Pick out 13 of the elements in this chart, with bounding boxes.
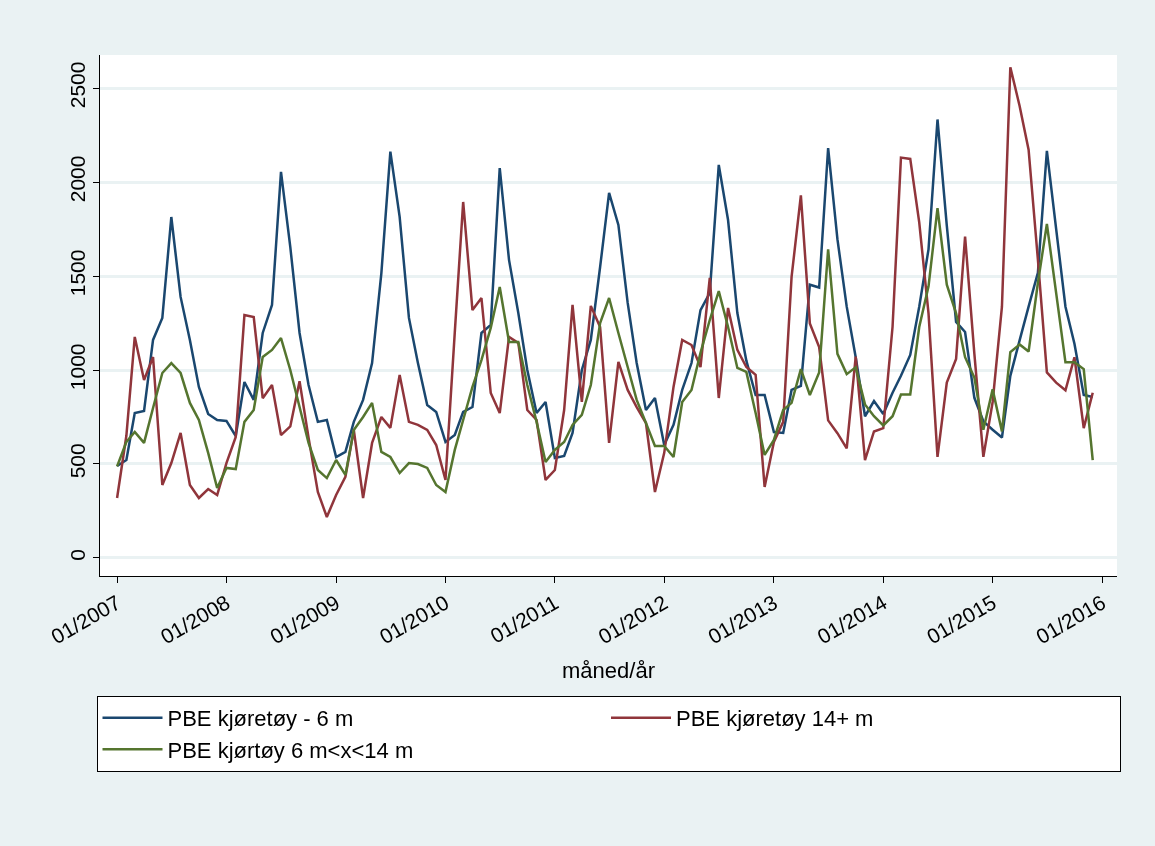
y-tick-label: 2000	[65, 155, 89, 203]
y-tick-label: 1500	[65, 249, 89, 297]
y-tick-label: 1000	[65, 343, 89, 391]
line-series	[115, 206, 1094, 494]
x-axis-title: måned/år	[562, 658, 655, 684]
y-tick-label: 500	[65, 443, 89, 479]
y-tick-label: 2500	[65, 61, 89, 109]
line-series	[115, 118, 1094, 468]
y-tick-label: 0	[65, 548, 89, 561]
legend-label: PBE kjøretøy 14+ m	[676, 706, 874, 732]
line-series	[115, 65, 1094, 519]
legend-label: PBE kjøretøy - 6 m	[167, 706, 354, 732]
legend-label: PBE kjørtøy 6 m<x<14 m	[167, 737, 414, 763]
